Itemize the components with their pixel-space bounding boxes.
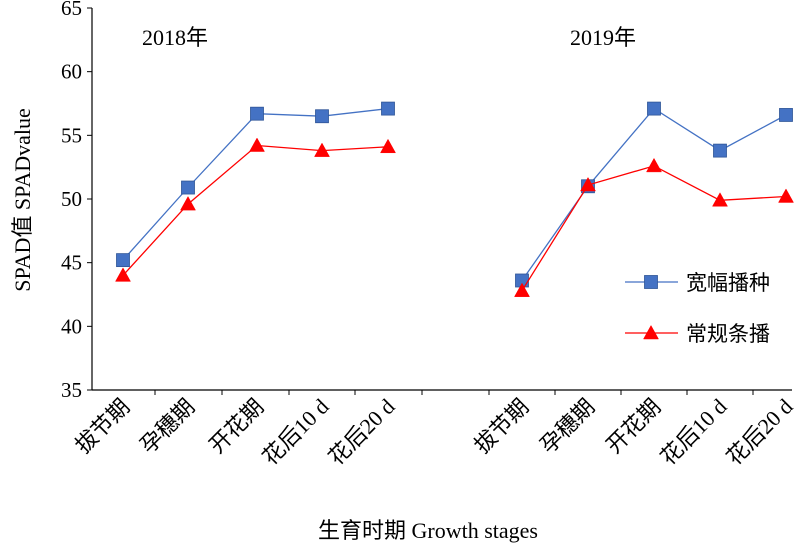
legend-label: 常规条播 bbox=[686, 322, 770, 346]
x-tick-label: 开花期 bbox=[204, 394, 268, 458]
data-point-square bbox=[181, 180, 195, 195]
data-point-triangle bbox=[314, 142, 330, 157]
axes-group bbox=[87, 7, 792, 395]
data-point-triangle bbox=[778, 188, 794, 203]
panel-title: 2019年 bbox=[570, 25, 636, 50]
data-point-triangle bbox=[580, 176, 596, 192]
y-tick-label: 35 bbox=[61, 378, 82, 402]
x-tick-label: 孕穗期 bbox=[535, 394, 599, 458]
y-tick-label: 40 bbox=[61, 314, 82, 338]
data-point-square bbox=[647, 101, 661, 116]
marks-group bbox=[115, 101, 794, 297]
x-axis-title: 生育时期 Growth stages bbox=[318, 518, 538, 543]
x-tick-label: 开花期 bbox=[601, 394, 665, 458]
x-tick-label: 花后20 d bbox=[722, 394, 798, 470]
panel-title: 2018年 bbox=[142, 25, 208, 50]
x-tick-label: 拔节期 bbox=[70, 394, 134, 458]
data-point-triangle bbox=[249, 137, 265, 152]
data-point-triangle bbox=[646, 157, 662, 173]
data-point-square bbox=[779, 108, 793, 122]
y-tick-label: 55 bbox=[61, 123, 82, 147]
data-point-square bbox=[250, 106, 264, 121]
data-point-square bbox=[644, 275, 658, 289]
series-line bbox=[122, 107, 389, 261]
data-point-square bbox=[381, 101, 395, 116]
data-point-triangle bbox=[115, 267, 131, 282]
y-tick-label: 45 bbox=[61, 251, 82, 275]
data-point-triangle bbox=[380, 138, 396, 154]
series-line bbox=[521, 107, 787, 281]
x-tick-label: 拔节期 bbox=[469, 394, 533, 458]
x-tick-label: 孕穗期 bbox=[135, 394, 199, 458]
data-point-square bbox=[116, 253, 130, 268]
y-tick-label: 50 bbox=[61, 187, 82, 211]
x-tick-label: 花后20 d bbox=[324, 394, 400, 470]
series-line bbox=[122, 144, 389, 276]
data-point-square bbox=[713, 143, 727, 158]
x-tick-label: 花后10 d bbox=[258, 394, 334, 470]
data-point-square bbox=[315, 109, 329, 124]
data-point-triangle bbox=[712, 192, 728, 207]
y-tick-label: 65 bbox=[61, 0, 82, 20]
x-tick-label: 花后10 d bbox=[656, 394, 732, 470]
data-point-triangle bbox=[514, 282, 530, 297]
y-tick-label: 60 bbox=[61, 60, 82, 84]
data-point-triangle bbox=[180, 196, 196, 211]
legend-label: 宽幅播种 bbox=[686, 271, 770, 295]
data-point-triangle bbox=[643, 324, 659, 340]
y-axis-title: SPAD值 SPADvalue bbox=[10, 108, 35, 292]
